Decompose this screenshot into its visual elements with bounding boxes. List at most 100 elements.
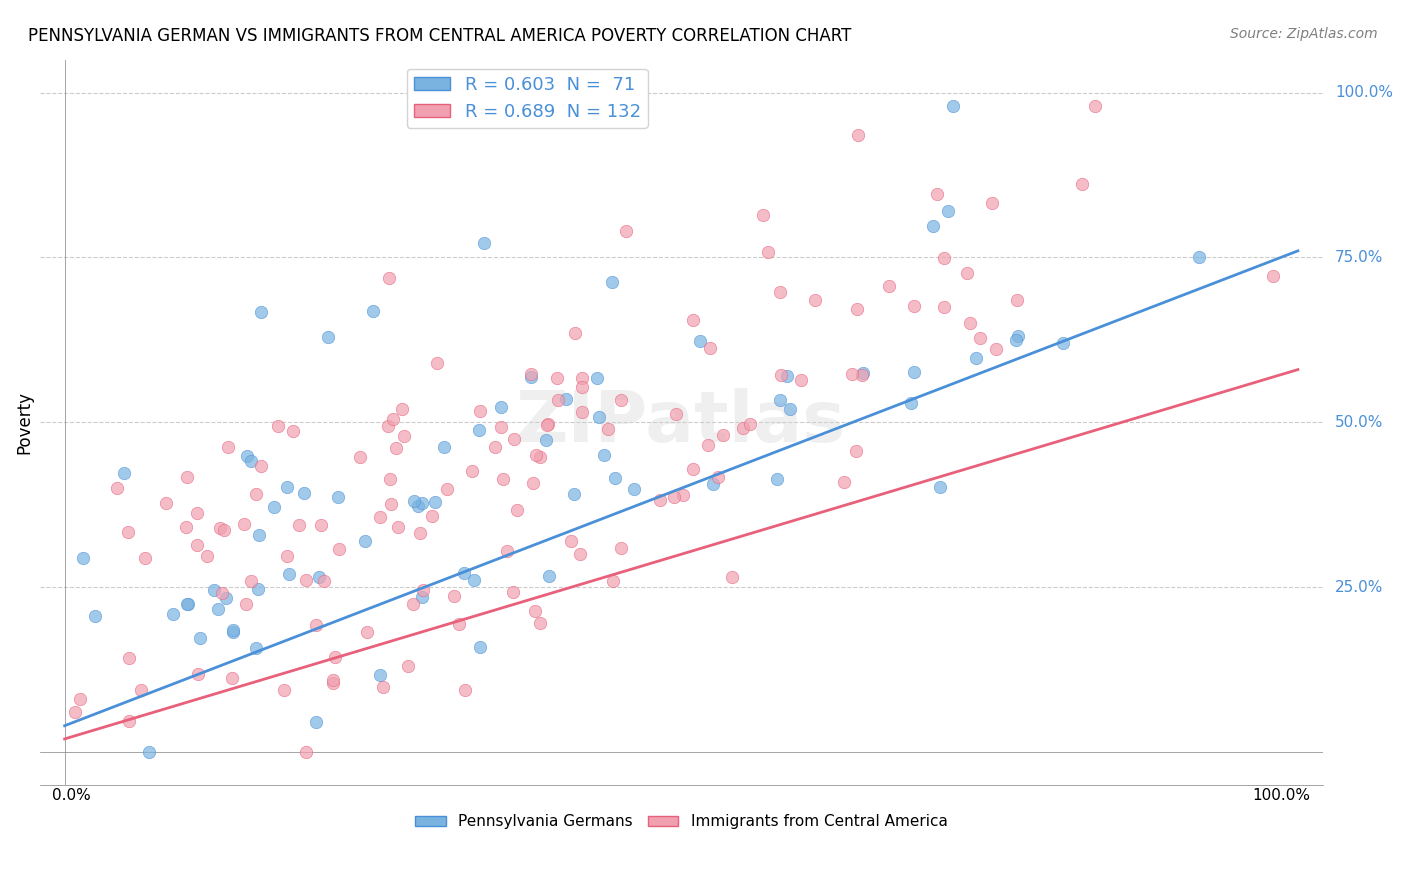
Point [468,640,491,655]
Point [453,566,475,580]
Point [287,517,309,532]
Point [378,271,401,285]
Point [959,317,981,331]
Point [239,574,262,588]
Point [207,602,229,616]
Point [769,285,792,299]
Point [536,418,558,433]
Point [380,497,402,511]
Point [323,649,346,664]
Point [292,486,315,500]
Point [402,598,425,612]
Point [956,266,979,280]
Point [295,745,318,759]
Point [699,341,721,355]
Point [711,427,734,442]
Point [460,464,482,478]
Point [927,186,949,201]
Point [276,479,298,493]
Point [281,424,304,438]
Point [247,528,270,542]
Point [752,208,775,222]
Point [702,477,724,491]
Text: 100.0%: 100.0% [1334,85,1393,100]
Point [524,604,547,618]
Point [276,549,298,563]
Point [682,461,704,475]
Point [731,421,754,435]
Point [986,342,1008,356]
Point [610,541,633,555]
Point [449,617,471,632]
Point [664,490,686,504]
Point [1188,250,1211,264]
Point [436,482,458,496]
Point [834,475,856,489]
Point [380,472,402,486]
Point [537,568,560,582]
Legend: Pennsylvania Germans, Immigrants from Central America: Pennsylvania Germans, Immigrants from Ce… [409,808,953,836]
Point [304,715,326,730]
Point [155,496,177,510]
Point [312,574,335,589]
Point [423,495,446,509]
Point [266,419,288,434]
Point [609,393,631,408]
Point [602,574,624,588]
Point [162,607,184,622]
Point [586,371,609,385]
Point [222,623,245,637]
Point [506,503,529,517]
Point [740,417,762,431]
Point [547,393,569,408]
Point [176,469,198,483]
Point [721,570,744,584]
Point [489,420,512,434]
Point [852,366,875,380]
Point [1007,328,1029,343]
Point [72,550,94,565]
Point [208,521,231,535]
Point [186,506,208,520]
Point [571,371,593,385]
Point [134,551,156,566]
Point [221,671,243,685]
Point [322,673,344,687]
Point [174,519,197,533]
Point [1004,333,1026,347]
Point [536,417,558,431]
Point [326,490,349,504]
Point [368,509,391,524]
Point [1005,293,1028,307]
Text: ZIPatlas: ZIPatlas [516,388,846,457]
Point [263,500,285,514]
Point [520,367,543,381]
Point [524,448,547,462]
Point [496,543,519,558]
Point [384,441,406,455]
Point [117,524,139,539]
Point [422,509,444,524]
Point [129,682,152,697]
Point [186,538,208,552]
Point [600,275,623,289]
Point [707,470,730,484]
Point [768,392,790,407]
Point [353,534,375,549]
Point [370,668,392,682]
Point [571,405,593,419]
Point [443,589,465,603]
Point [232,517,254,532]
Point [1052,336,1074,351]
Point [790,373,813,387]
Point [502,585,524,599]
Point [69,692,91,706]
Point [571,380,593,394]
Point [212,523,235,537]
Point [766,471,789,485]
Point [454,683,477,698]
Point [371,681,394,695]
Point [492,472,515,486]
Point [560,534,582,549]
Point [394,429,416,443]
